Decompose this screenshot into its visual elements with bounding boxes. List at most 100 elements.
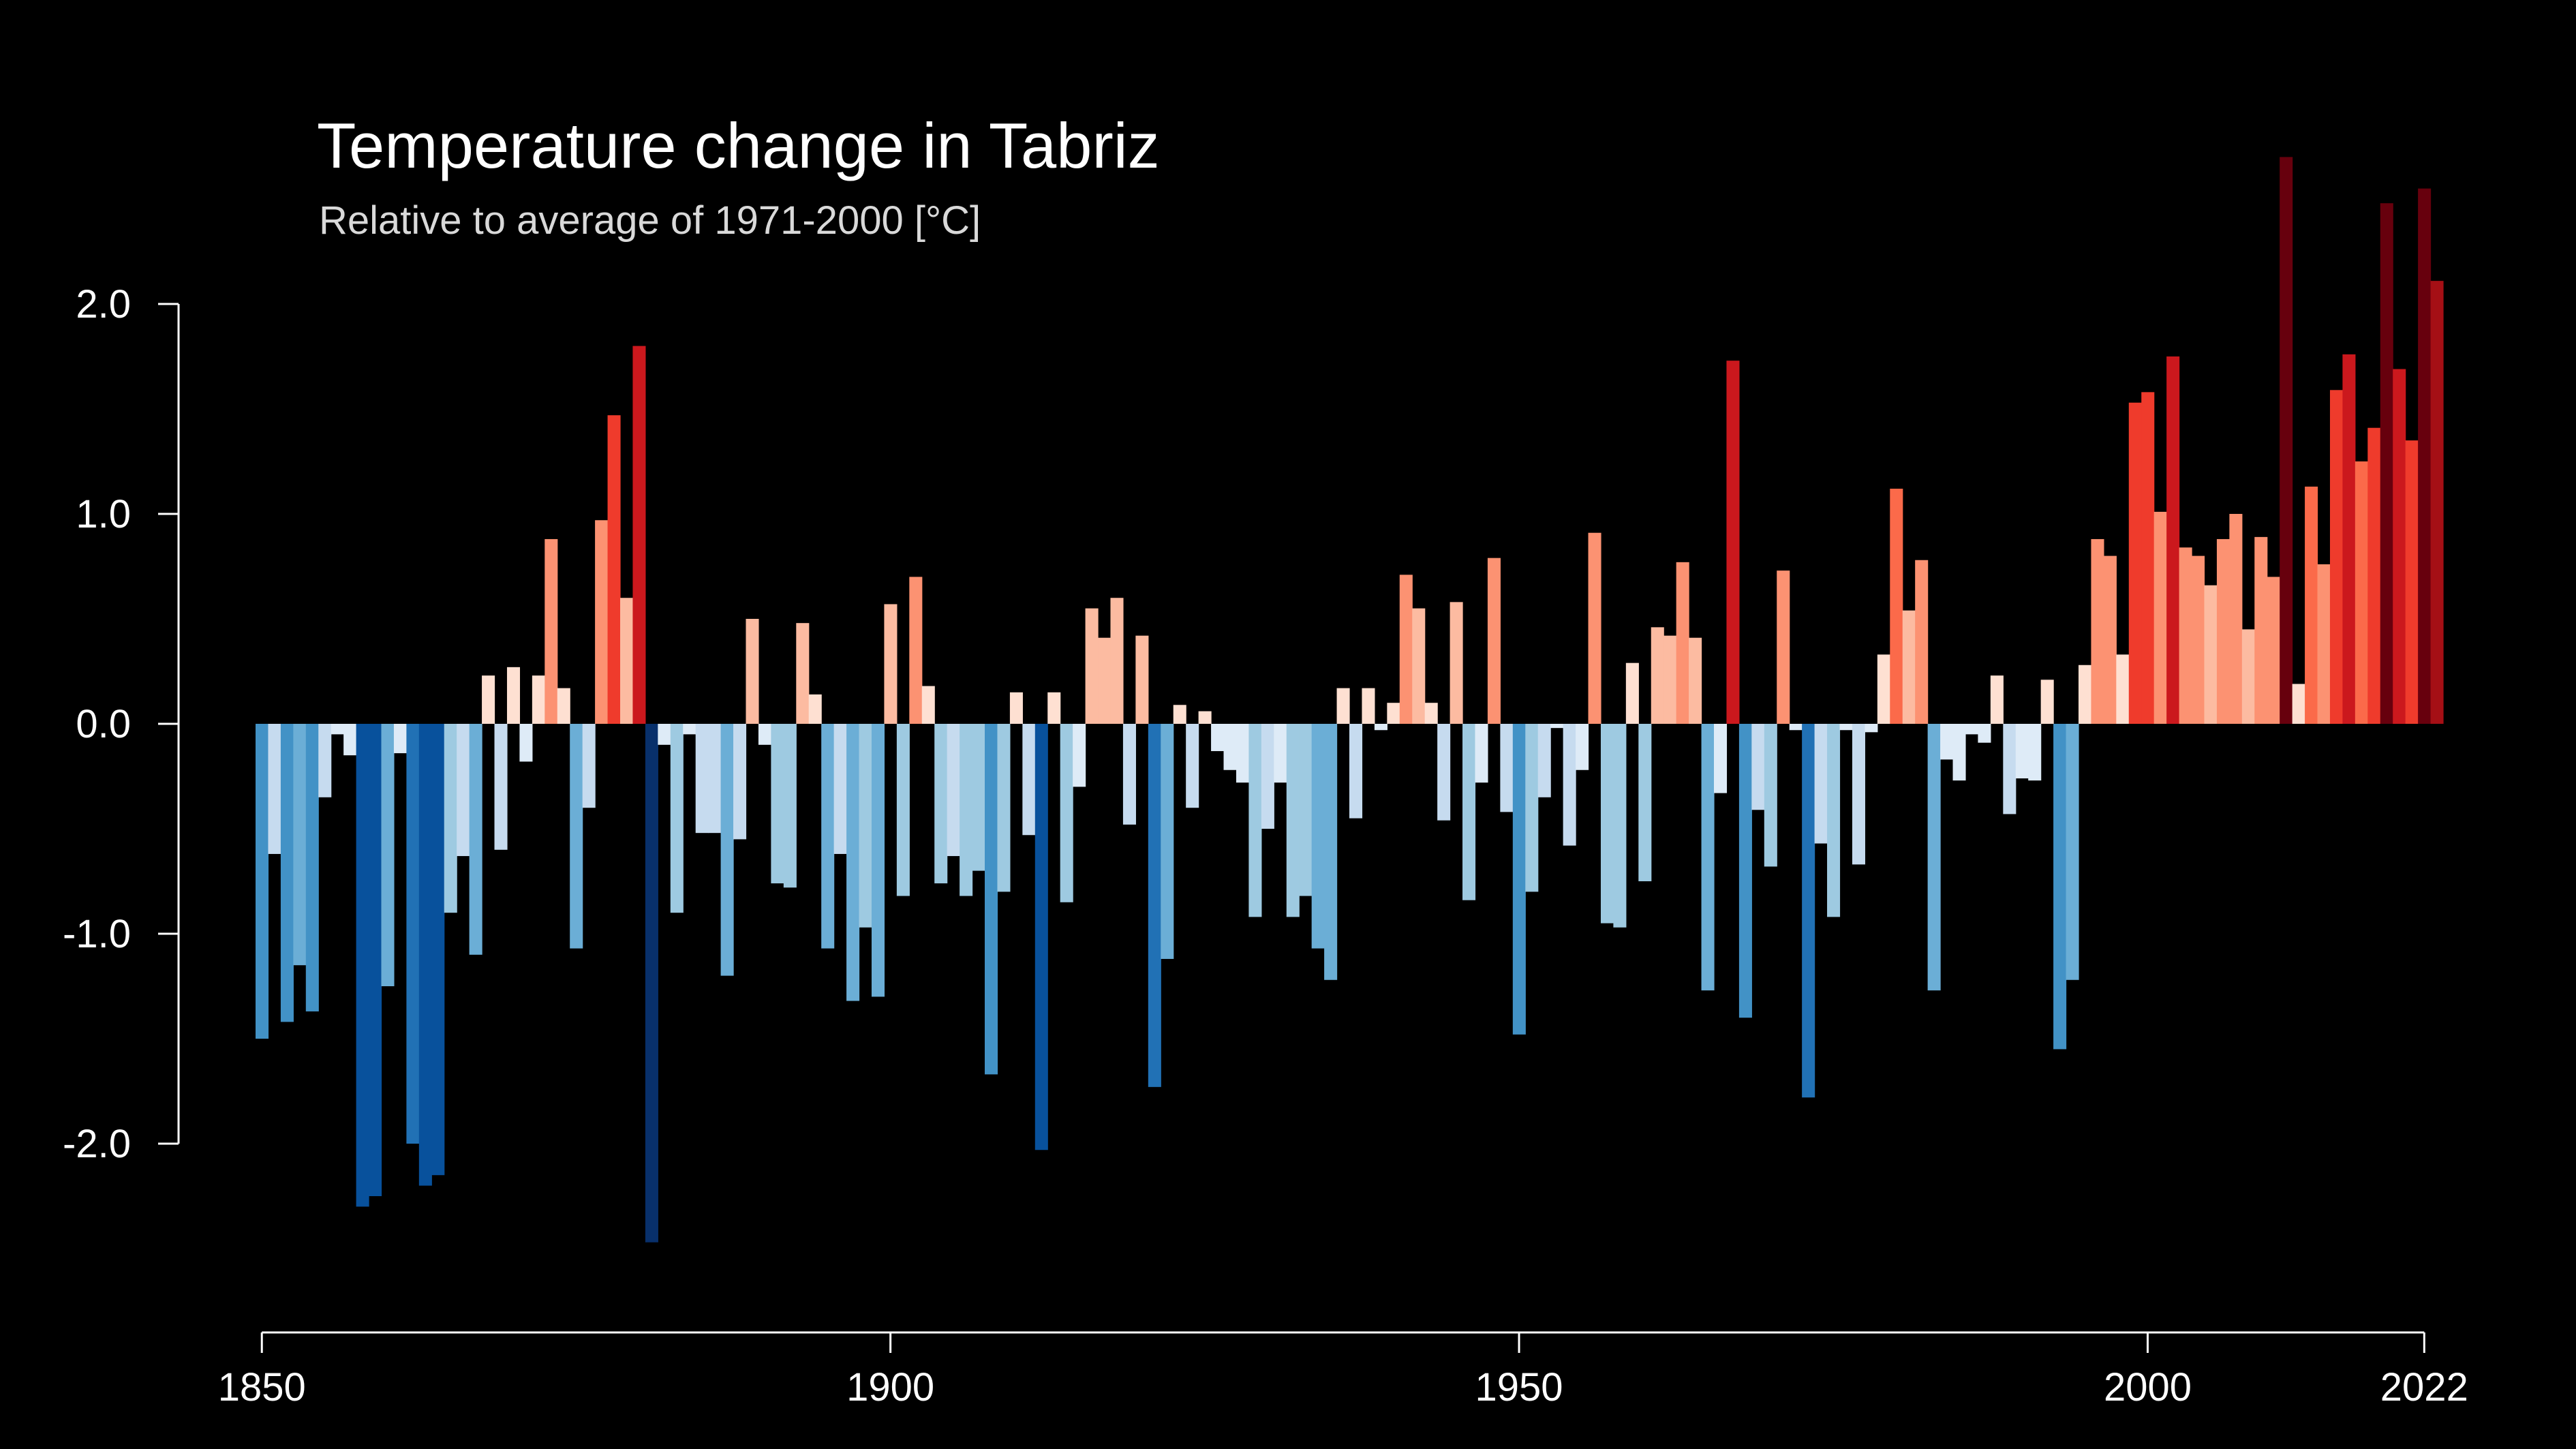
bar-1953 — [1550, 724, 1564, 729]
bar-1955 — [1576, 724, 1589, 770]
bar-1897 — [846, 724, 860, 1001]
bar-2006 — [2216, 538, 2230, 724]
bar-1981 — [1902, 610, 1916, 724]
bar-1892 — [783, 724, 797, 888]
bar-1898 — [859, 724, 872, 928]
bar-1982 — [1915, 560, 1929, 724]
bar-1887 — [720, 724, 734, 976]
bar-2009 — [2254, 536, 2268, 724]
bar-1997 — [2103, 555, 2117, 724]
bar-1873 — [545, 538, 558, 724]
bar-1870 — [506, 667, 521, 724]
bar-1858 — [356, 724, 369, 1207]
bar-1978 — [1865, 724, 1878, 733]
bar-2022 — [2418, 188, 2432, 724]
bar-1923 — [1173, 705, 1186, 724]
bar-1933 — [1299, 724, 1313, 896]
bar-1943 — [1424, 703, 1438, 724]
bar-1863 — [418, 724, 432, 1186]
bar-1991 — [2028, 724, 2042, 781]
bar-1974 — [1814, 724, 1828, 844]
bar-1966 — [1714, 724, 1728, 793]
bar-2021 — [2405, 440, 2419, 724]
bar-2008 — [2241, 629, 2255, 724]
bar-2023 — [2430, 281, 2444, 724]
bar-1871 — [519, 724, 533, 762]
bar-1860 — [381, 724, 395, 986]
bar-1973 — [1802, 724, 1815, 1098]
bar-2004 — [2192, 555, 2205, 724]
bar-1986 — [1965, 724, 1979, 735]
bar-1952 — [1537, 724, 1551, 797]
bar-2010 — [2267, 577, 2280, 724]
bar-1874 — [557, 688, 570, 724]
bar-1964 — [1689, 637, 1702, 724]
bar-1926 — [1211, 724, 1225, 752]
bar-2015 — [2329, 390, 2344, 724]
bar-1890 — [758, 724, 771, 745]
bar-1900 — [884, 604, 898, 724]
bar-1992 — [2040, 680, 2054, 724]
bar-1954 — [1563, 724, 1576, 846]
bar-1866 — [457, 724, 470, 857]
bar-1910 — [1009, 692, 1023, 724]
bar-2000 — [2141, 392, 2155, 724]
bar-1939 — [1374, 724, 1387, 731]
bar-1975 — [1827, 724, 1841, 917]
bar-1850 — [256, 724, 269, 1039]
bar-1911 — [1022, 724, 1036, 836]
bar-1876 — [582, 724, 596, 808]
bar-1951 — [1525, 724, 1539, 892]
bar-1968 — [1738, 724, 1752, 1018]
bar-1994 — [2066, 724, 2079, 980]
bar-1942 — [1412, 608, 1426, 724]
bar-1924 — [1186, 724, 1199, 808]
bar-2003 — [2179, 547, 2192, 724]
bar-1868 — [482, 675, 495, 724]
bar-1883 — [670, 724, 684, 913]
bar-1855 — [318, 724, 332, 797]
bar-1961 — [1651, 627, 1664, 724]
bar-2002 — [2166, 356, 2180, 724]
bar-1884 — [683, 724, 696, 735]
y-axis: 2.0 1.0 0.0 -1.0 -2.0 — [63, 282, 180, 1166]
y-tick-label: 2.0 — [76, 282, 131, 326]
bar-1896 — [833, 724, 847, 854]
bar-1918 — [1110, 598, 1124, 724]
bar-1894 — [808, 694, 822, 724]
bar-1931 — [1274, 724, 1287, 783]
bar-1959 — [1625, 662, 1639, 724]
bar-1946 — [1462, 724, 1476, 900]
bar-1979 — [1877, 654, 1890, 724]
bar-1914 — [1060, 724, 1073, 902]
bar-1976 — [1839, 724, 1853, 731]
bar-1985 — [1952, 724, 1966, 781]
bar-1941 — [1399, 575, 1413, 724]
bar-1980 — [1890, 489, 1903, 724]
bar-1915 — [1073, 724, 1086, 787]
bar-1988 — [1990, 675, 2004, 724]
bar-1913 — [1047, 692, 1061, 724]
bar-1921 — [1148, 724, 1161, 1087]
bar-1996 — [2091, 538, 2104, 724]
bar-2020 — [2393, 369, 2406, 724]
bar-1937 — [1349, 724, 1363, 819]
bar-1929 — [1248, 724, 1262, 917]
x-axis: 1850 1900 1950 2000 2022 — [218, 1331, 2468, 1409]
bar-1857 — [343, 724, 357, 756]
bar-1865 — [444, 724, 457, 913]
bar-1875 — [570, 724, 583, 949]
x-tick-label: 1950 — [1475, 1365, 1563, 1409]
bar-2005 — [2204, 585, 2218, 724]
bar-1944 — [1437, 724, 1451, 821]
bar-1895 — [821, 724, 835, 949]
bar-1853 — [293, 724, 307, 966]
bar-1856 — [331, 724, 344, 735]
x-tick-label: 2022 — [2380, 1365, 2468, 1409]
bar-1912 — [1034, 724, 1048, 1150]
bar-1983 — [1927, 724, 1941, 991]
bar-1889 — [746, 619, 759, 724]
bar-1928 — [1236, 724, 1250, 783]
bar-1881 — [645, 724, 658, 1242]
